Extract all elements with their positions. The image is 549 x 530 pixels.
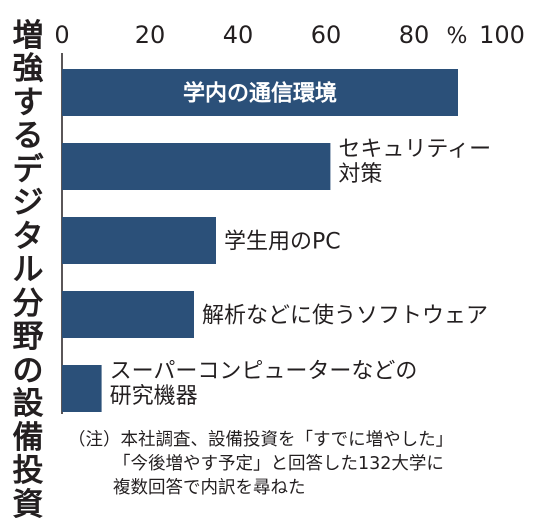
bar: [62, 69, 458, 116]
bar-label: セキュリティー: [338, 137, 491, 162]
x-tick-label: 100: [479, 21, 525, 49]
bar: [62, 291, 194, 338]
bar-label: 研究機器: [110, 384, 198, 409]
chart-title: 増強するデジタル分野の設備投資: [12, 18, 44, 523]
bar-label: 対策: [338, 162, 382, 187]
bar: [62, 143, 331, 190]
x-tick-label: 80: [399, 21, 430, 49]
x-tick-label: 40: [223, 21, 254, 49]
bar: [62, 217, 216, 264]
chart-note: （注）本社調査、設備投資を「すでに増やした」 「今後増やす予定」と回答した132…: [68, 428, 538, 500]
bar: [62, 365, 102, 412]
x-tick-label: 20: [135, 21, 166, 49]
bar-label: 学生用のPC: [224, 230, 341, 255]
x-tick-label: 60: [311, 21, 342, 49]
bar-label: 解析などに使うソフトウェア: [202, 304, 488, 329]
unit-label: %: [447, 24, 468, 49]
bar-label: 学内の通信環境: [183, 81, 337, 107]
x-tick-label: 0: [54, 21, 69, 49]
note-line-1: （注）本社調査、設備投資を「すでに増やした」: [68, 430, 454, 450]
note-line-3: 複数回答で内訳を尋ねた: [113, 478, 306, 499]
note-line-2: 「今後増やす予定」と回答した132大学に: [113, 454, 444, 475]
bar-label: スーパーコンピューターなどの: [110, 359, 418, 384]
